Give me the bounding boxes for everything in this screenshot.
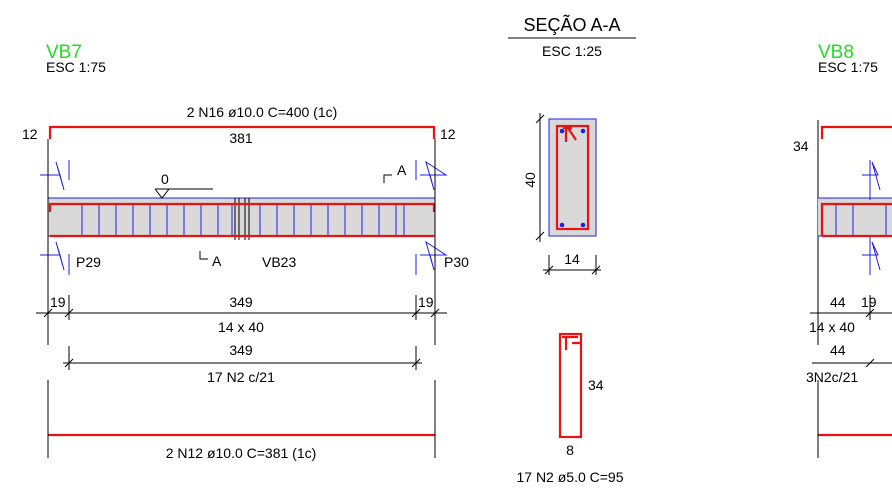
vb8-dim-1: 44 <box>830 294 846 310</box>
section-scale: ESC 1:25 <box>542 43 602 59</box>
vb7-top-bar-label: 2 N16 ø10.0 C=400 (1c) <box>187 104 338 120</box>
vb8-hook-left: 34 <box>793 138 809 154</box>
section-title: SEÇÃO A-A <box>523 14 620 35</box>
vb7-stirrup-span: 349 <box>229 342 253 358</box>
vb8-section-size: 14 x 40 <box>809 319 855 335</box>
vb8-dim-2: 19 <box>861 294 877 310</box>
vb7-top-length: 381 <box>229 130 253 146</box>
stirrup-width: 8 <box>566 442 574 458</box>
vb7-support-width-right: 19 <box>418 294 434 310</box>
vb7-hook-right: 12 <box>440 126 456 142</box>
vb7-stirrup-dimension <box>63 346 422 370</box>
vb8-stirrups: 3N2c/21 <box>806 369 858 385</box>
vb8-top-rebar <box>820 125 892 139</box>
vb7-crossing-beam: VB23 <box>262 254 296 270</box>
vb8-title: VB8 <box>818 42 854 63</box>
section-height: 40 <box>522 172 538 188</box>
vb7-section-cut-bottom: A <box>212 253 222 269</box>
vb7-dimension-row <box>36 295 447 320</box>
section-concrete-outline <box>548 118 597 237</box>
vb7-span: 349 <box>229 294 253 310</box>
vb7-beam-detail: VB7 ESC 1:75 2 N16 ø10.0 C=400 (1c) 381 … <box>22 42 469 461</box>
stirrup-height: 34 <box>588 377 604 393</box>
vb7-top-rebar <box>48 125 436 139</box>
vb7-title: VB7 <box>46 42 82 63</box>
vb7-support-width-left: 19 <box>50 294 66 310</box>
section-stirrup <box>555 124 590 231</box>
vb7-scale: ESC 1:75 <box>46 59 106 75</box>
vb7-stirrup-lines <box>81 205 405 236</box>
vb8-dim-3: 44 <box>830 342 846 358</box>
stirrup-shape <box>558 332 583 439</box>
vb7-hook-left: 12 <box>22 126 38 142</box>
section-a-a: SEÇÃO A-A ESC 1:25 40 14 <box>508 14 636 275</box>
vb7-bottom-bar-label: 2 N12 ø10.0 C=381 (1c) <box>166 445 317 461</box>
vb7-support-right: P30 <box>444 254 469 270</box>
vb7-support-left: P29 <box>76 254 101 270</box>
vb7-stirrups: 17 N2 c/21 <box>207 369 275 385</box>
vb8-scale: ESC 1:75 <box>818 59 878 75</box>
stirrup-detail: 34 8 17 N2 ø5.0 C=95 <box>516 332 624 485</box>
vb7-section-cut-top: A <box>397 162 407 178</box>
vb7-upper-bar <box>48 202 436 212</box>
stirrup-label: 17 N2 ø5.0 C=95 <box>516 469 623 485</box>
vb7-section-size: 14 x 40 <box>218 319 264 335</box>
section-width: 14 <box>564 251 580 267</box>
vb8-beam-detail: VB8 ESC 1:75 34 44 19 14 x 40 44 3N2c/21 <box>793 42 892 458</box>
vb7-level-marker <box>154 188 213 199</box>
vb7-level: 0 <box>161 171 169 187</box>
